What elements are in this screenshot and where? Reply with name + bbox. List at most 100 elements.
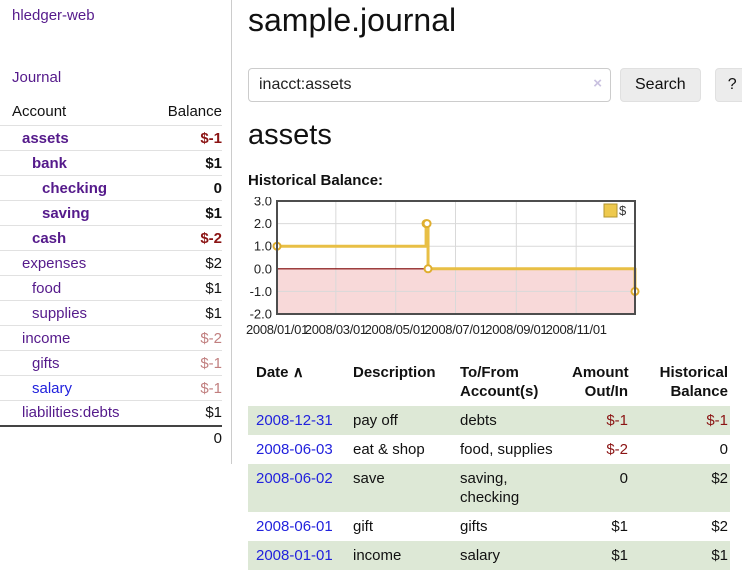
transaction-balance: $2 (711, 469, 728, 487)
account-link[interactable]: income (22, 329, 71, 347)
accounts-total-row: 0 (0, 425, 222, 451)
transaction-accounts: debts (460, 411, 497, 429)
help-button[interactable]: ? (714, 67, 742, 102)
transaction-balance: $-1 (706, 411, 728, 429)
account-row: checking 0 (0, 175, 222, 201)
account-row: saving $1 (0, 200, 222, 226)
transaction-date-link[interactable]: 2008-06-02 (256, 469, 333, 487)
account-link[interactable]: bank (32, 154, 68, 172)
account-row: salary $-1 (0, 375, 222, 401)
app-brand-link[interactable]: hledger-web (12, 7, 95, 24)
account-balance: $-1 (200, 354, 222, 372)
sort-ascending-icon: ∧ (292, 363, 304, 381)
account-balance: $1 (205, 204, 222, 222)
transaction-description: income (353, 546, 402, 564)
account-balance: $1 (205, 154, 222, 172)
transactions-header-amount: Amount Out/In (572, 363, 629, 400)
account-balance: 0 (213, 179, 222, 197)
search-button[interactable]: Search (620, 67, 701, 102)
account-link[interactable]: assets (22, 129, 69, 147)
account-link[interactable]: checking (42, 179, 108, 197)
transaction-amount: $1 (611, 546, 628, 564)
data-point-marker (423, 263, 433, 273)
transaction-amount: $-1 (606, 411, 628, 429)
account-row: bank $1 (0, 150, 222, 176)
account-balance: $-2 (200, 329, 222, 347)
x-axis-tick-label: 2008/11/01 (546, 322, 607, 337)
account-row: liabilities:debts $1 (0, 400, 222, 426)
account-row: expenses $2 (0, 250, 222, 276)
accounts-table: Account Balance assets $-1 bank $1 checking 0… (0, 98, 222, 451)
accounts-header-row: Account Balance (0, 98, 222, 126)
account-link[interactable]: cash (32, 229, 67, 247)
account-row: income $-2 (0, 325, 222, 351)
account-row: cash $-2 (0, 225, 222, 251)
x-axis-tick-label: 2008/01/01 (246, 322, 308, 337)
transaction-accounts: gifts (460, 517, 488, 535)
plot-border (276, 199, 636, 315)
transaction-date-link[interactable]: 2008-06-03 (256, 440, 333, 458)
transactions-header-accounts: To/From Account(s) (460, 363, 539, 400)
transaction-description: pay off (353, 411, 398, 429)
historical-balance-chart: $3.0 2.0 1.0 0.0 -1.0 -2.0 2008/01/01 2008/03/0… (241, 193, 641, 342)
transaction-date-link[interactable]: 2008-01-01 (256, 546, 333, 564)
transaction-balance: $1 (711, 546, 728, 564)
y-axis-tick-label: -1.0 (250, 284, 272, 299)
transaction-row[interactable]: 2008-06-02 save saving, checking 0 $2 (248, 463, 730, 512)
clear-search-icon[interactable]: × (593, 74, 602, 92)
transaction-date-link[interactable]: 2008-12-31 (256, 411, 333, 429)
account-balance: $1 (205, 304, 222, 322)
accounts-total-balance: 0 (213, 430, 222, 447)
transaction-accounts: salary (460, 546, 501, 564)
account-balance: $-1 (200, 129, 222, 147)
x-axis-tick-label: 2008/07/01 (424, 322, 486, 337)
y-axis-tick-label: 2.0 (254, 216, 272, 231)
legend-label: $ (619, 203, 627, 218)
transaction-date-link[interactable]: 2008-06-01 (256, 517, 333, 535)
search-input-wrap: × (248, 67, 611, 102)
transaction-amount: $-2 (606, 440, 628, 458)
transaction-accounts: food, supplies (460, 440, 553, 458)
account-link[interactable]: saving (42, 204, 90, 222)
transaction-row[interactable]: 2008-06-03 eat & shop food, supplies $-2 0 (248, 435, 730, 464)
sidebar: hledger-web Journal Account Balance asse… (0, 0, 232, 464)
account-link[interactable]: food (32, 279, 62, 297)
y-axis-tick-label: 0.0 (254, 261, 272, 276)
transaction-row[interactable]: 2008-01-01 income salary $1 $1 (248, 540, 730, 570)
transaction-amount: $1 (611, 517, 628, 535)
account-link[interactable]: liabilities:debts (22, 404, 120, 422)
transactions-header-date[interactable]: Date ∧ (248, 358, 345, 406)
account-link[interactable]: expenses (22, 254, 87, 272)
y-axis-tick-label: 3.0 (254, 197, 272, 209)
account-balance: $1 (205, 404, 222, 422)
account-balance: $-2 (200, 229, 222, 247)
date-header-label: Date (256, 363, 289, 381)
nav-journal-link[interactable]: Journal (12, 69, 62, 86)
account-link[interactable]: gifts (32, 354, 60, 372)
account-link[interactable]: supplies (32, 304, 88, 322)
transaction-balance: $2 (711, 517, 728, 535)
transaction-row[interactable]: 2008-12-31 pay off debts $-1 $-1 (248, 405, 730, 435)
transaction-accounts: saving, checking (460, 469, 520, 506)
page-title: sample.journal (248, 2, 457, 38)
transactions-header-description: Description (353, 363, 436, 381)
account-row: food $1 (0, 275, 222, 301)
accounts-header-balance: Balance (167, 103, 222, 120)
chart-title: Historical Balance: (248, 171, 384, 189)
account-row: assets $-1 (0, 125, 222, 151)
transaction-description: gift (353, 517, 374, 535)
chart-svg: $3.0 2.0 1.0 0.0 -1.0 -2.02008/01/012008/03/0… (246, 193, 640, 337)
transaction-amount: 0 (619, 469, 628, 487)
transaction-row[interactable]: 2008-06-01 gift gifts $1 $2 (248, 512, 730, 541)
account-row: gifts $-1 (0, 350, 222, 376)
search-input[interactable] (248, 67, 611, 102)
y-axis-tick-label: 1.0 (254, 238, 272, 253)
data-point-marker (422, 218, 432, 228)
search-form: × Search ? (248, 67, 742, 102)
legend-swatch (603, 203, 618, 218)
account-link[interactable]: salary (32, 379, 73, 397)
transactions-header-balance: Historical Balance (659, 363, 728, 400)
accounts-header-account: Account (12, 103, 67, 120)
transaction-balance: 0 (719, 440, 728, 458)
transaction-description: save (353, 469, 385, 487)
